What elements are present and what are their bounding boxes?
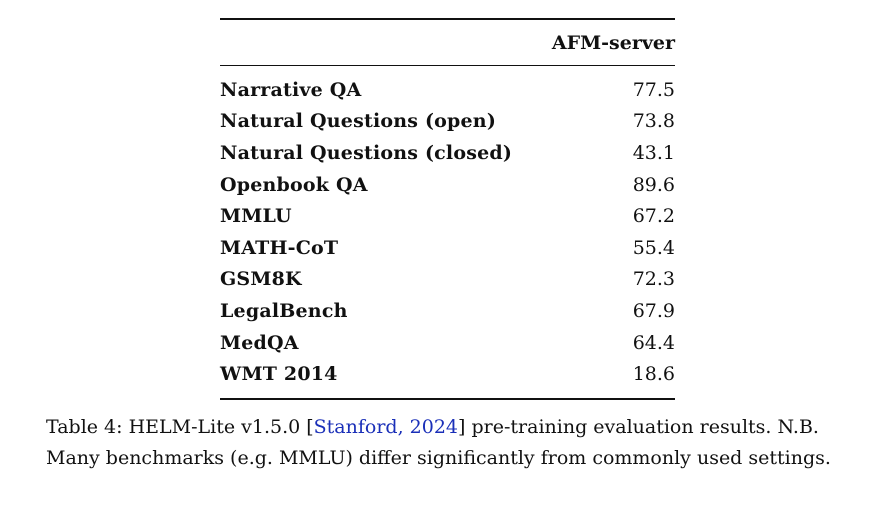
benchmark-score: 18.6 [632, 363, 675, 386]
benchmark-name: Natural Questions (closed) [220, 141, 513, 164]
benchmark-score: 55.4 [632, 236, 675, 259]
column-header-afm-server: AFM-server [551, 32, 675, 54]
table-header-row: AFM-server [220, 20, 675, 65]
benchmark-name: MedQA [220, 331, 299, 354]
table-row: MATH-CoT 55.4 [220, 232, 675, 264]
benchmark-score: 77.5 [632, 78, 675, 101]
benchmark-name: Narrative QA [220, 78, 362, 101]
table-row: Openbook QA 89.6 [220, 169, 675, 201]
table-row: MedQA 64.4 [220, 327, 675, 359]
table-row: Natural Questions (closed) 43.1 [220, 137, 675, 169]
benchmark-score: 72.3 [632, 268, 675, 291]
table-row: WMT 2014 18.6 [220, 358, 675, 390]
table-top-rule [220, 18, 675, 20]
citation-link[interactable]: Stanford, 2024 [313, 416, 459, 438]
table-header-rule [220, 65, 675, 66]
benchmark-score: 89.6 [632, 173, 675, 196]
benchmark-name: MMLU [220, 205, 292, 228]
benchmark-score: 67.9 [632, 299, 675, 322]
results-table: AFM-server Narrative QA 77.5 Natural Que… [220, 18, 675, 400]
benchmark-name: Openbook QA [220, 173, 368, 196]
table-body: Narrative QA 77.5 Natural Questions (ope… [220, 66, 675, 398]
benchmark-score: 73.8 [632, 110, 675, 133]
table-row: MMLU 67.2 [220, 200, 675, 232]
table-row: GSM8K 72.3 [220, 264, 675, 296]
benchmark-name: MATH-CoT [220, 236, 339, 259]
benchmark-name: WMT 2014 [220, 363, 338, 386]
benchmark-name: GSM8K [220, 268, 302, 291]
table-row: Narrative QA 77.5 [220, 74, 675, 106]
caption-prefix: Table 4: HELM-Lite v1.5.0 [ [46, 416, 314, 438]
benchmark-name: Natural Questions (open) [220, 110, 497, 133]
benchmark-name: LegalBench [220, 299, 348, 322]
benchmark-score: 67.2 [632, 205, 675, 228]
table-row: Natural Questions (open) 73.8 [220, 106, 675, 138]
benchmark-score: 43.1 [632, 141, 675, 164]
benchmark-score: 64.4 [632, 331, 675, 354]
table-row: LegalBench 67.9 [220, 295, 675, 327]
caption-suffix: ] pre-training evaluation results. N.B. … [46, 416, 831, 469]
table-caption: Table 4: HELM-Lite v1.5.0 [Stanford, 202… [46, 412, 856, 473]
table-bottom-rule [220, 397, 675, 400]
